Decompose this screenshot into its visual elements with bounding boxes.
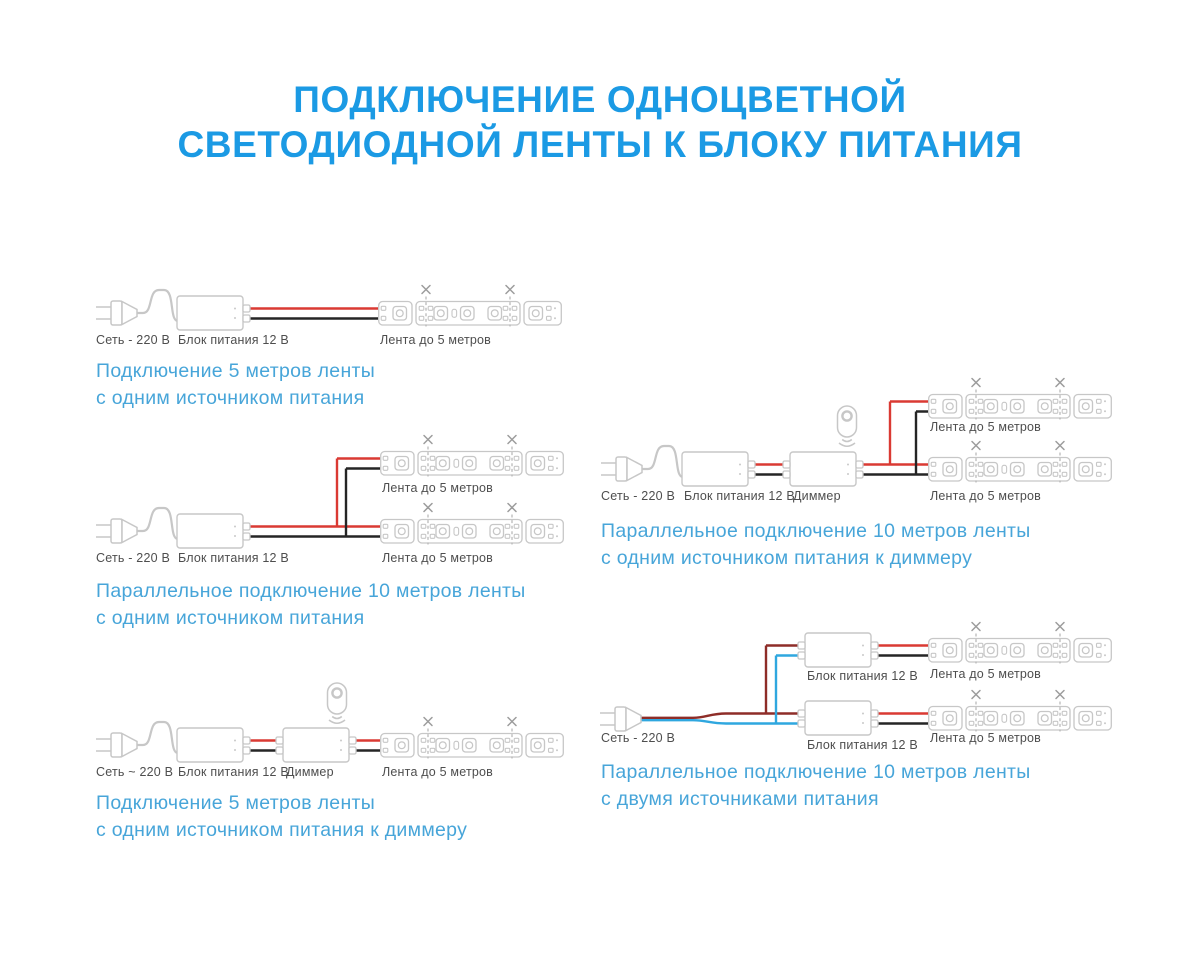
title-line1: ПОДКЛЮЧЕНИЕ ОДНОЦВЕТНОЙ [293, 79, 907, 120]
d2-caption-line1: Параллельное подключение 10 метров ленты [96, 580, 526, 602]
d3-dimmer-tab [275, 746, 284, 755]
d5-psu-top-tab [870, 651, 879, 660]
d2-caption: Параллельное подключение 10 метров ленты… [96, 578, 526, 632]
d5-wire-dark-red [641, 644, 798, 719]
d3-dimmer-label: Диммер [286, 765, 334, 779]
title-line2: СВЕТОДИОДНОЙ ЛЕНТЫ К БЛОКУ ПИТАНИЯ [177, 124, 1023, 165]
d3-dimmer-tab [348, 736, 357, 745]
d4-dimmer-tab [782, 460, 791, 469]
d4-wire-black [755, 410, 928, 476]
d1-strip-label: Лента до 5 метров [380, 333, 492, 347]
d1-caption-line1: Подключение 5 метров ленты [96, 360, 376, 382]
d2-psu-tab [242, 522, 251, 531]
d4-strip-top-label: Лента до 5 метров [930, 420, 1042, 434]
d1-psu-label: Блок питания 12 В [178, 333, 289, 347]
d5-wire-blue [641, 654, 798, 725]
diagram-3 [95, 681, 564, 763]
d1-caption: Подключение 5 метров ленты с одним источ… [96, 358, 375, 412]
d4-remote-icon [836, 404, 858, 448]
diagram-4 [600, 379, 1112, 487]
d5-power-label: Сеть - 220 В [601, 731, 675, 745]
d4-psu-label: Блок питания 12 В [684, 489, 795, 503]
d4-led-strip-top-icon [929, 379, 1112, 420]
d4-plug-icon [600, 444, 685, 482]
d1-psu-icon [176, 295, 244, 331]
d4-dimmer-tab [855, 460, 864, 469]
d4-dimmer-icon [789, 451, 857, 487]
d5-psu-top-tab [797, 641, 806, 650]
d4-strip-bottom-label: Лента до 5 метров [930, 489, 1042, 503]
d2-led-strip-top-icon [381, 436, 564, 477]
d2-caption-line2: с одним источником питания [96, 607, 365, 629]
d3-power-label: Сеть ~ 220 В [96, 765, 174, 779]
d5-psu-top-icon [804, 632, 872, 668]
d2-strip-top-label: Лента до 5 метров [382, 481, 494, 495]
d1-caption-line2: с одним источником питания [96, 387, 365, 409]
page-title: ПОДКЛЮЧЕНИЕ ОДНОЦВЕТНОЙ СВЕТОДИОДНОЙ ЛЕН… [0, 77, 1200, 167]
d3-plug-icon [95, 720, 180, 758]
d1-psu-tab [242, 314, 251, 323]
d4-caption-line2: с одним источником питания к диммеру [601, 547, 973, 569]
d2-led-strip-bottom-icon [381, 504, 564, 545]
d5-psu-top-label: Блок питания 12 В [807, 669, 918, 683]
d4-psu-tab [747, 470, 756, 479]
d4-psu-tab [747, 460, 756, 469]
d4-psu-icon [681, 451, 749, 487]
diagram-1 [95, 286, 562, 331]
d2-psu-tab [242, 532, 251, 541]
d5-psu-top-tab [870, 641, 879, 650]
d3-dimmer-tab [348, 746, 357, 755]
d2-wire-red [250, 457, 380, 528]
d4-dimmer-tab [782, 470, 791, 479]
d3-dimmer-icon [282, 727, 350, 763]
d5-psu-top-tab [797, 651, 806, 660]
d3-psu-tab [242, 736, 251, 745]
d2-power-label: Сеть - 220 В [96, 551, 170, 565]
d4-power-label: Сеть - 220 В [601, 489, 675, 503]
d3-caption-line1: Подключение 5 метров ленты [96, 792, 376, 814]
d4-dimmer-tab [855, 470, 864, 479]
d3-caption: Подключение 5 метров ленты с одним источ… [96, 790, 467, 844]
d5-caption: Параллельное подключение 10 метров ленты… [601, 759, 1031, 813]
d5-psu-bottom-tab [797, 709, 806, 718]
d3-psu-tab [242, 746, 251, 755]
d5-psu-bottom-tab [870, 709, 879, 718]
diagram-2 [95, 436, 564, 549]
d5-led-strip-bottom-icon [929, 691, 1112, 732]
d5-caption-line1: Параллельное подключение 10 метров ленты [601, 761, 1031, 783]
d3-caption-line2: с одним источником питания к диммеру [96, 819, 468, 841]
d3-psu-label: Блок питания 12 В [178, 765, 289, 779]
d5-psu-bottom-tab [870, 719, 879, 728]
d3-strip-label: Лента до 5 метров [382, 765, 494, 779]
d2-wire-black [250, 467, 380, 538]
d2-strip-bottom-label: Лента до 5 метров [382, 551, 494, 565]
d2-psu-label: Блок питания 12 В [178, 551, 289, 565]
d4-caption: Параллельное подключение 10 метров ленты… [601, 518, 1031, 572]
d5-strip-bottom-label: Лента до 5 метров [930, 731, 1042, 745]
d2-plug-icon [95, 506, 180, 544]
d4-dimmer-label: Диммер [793, 489, 841, 503]
d5-strip-top-label: Лента до 5 метров [930, 667, 1042, 681]
d3-psu-icon [176, 727, 244, 763]
d5-psu-bottom-tab [797, 719, 806, 728]
d5-psu-bottom-icon [804, 700, 872, 736]
d1-plug-icon [95, 288, 180, 326]
d4-led-strip-bottom-icon [929, 442, 1112, 483]
d4-wire-red [755, 400, 928, 466]
d5-led-strip-top-icon [929, 623, 1112, 664]
d1-psu-tab [242, 304, 251, 313]
d3-dimmer-tab [275, 736, 284, 745]
d5-caption-line2: с двумя источниками питания [601, 788, 879, 810]
d4-caption-line1: Параллельное подключение 10 метров ленты [601, 520, 1031, 542]
diagram-5 [599, 623, 1112, 736]
d5-plug-icon [599, 706, 642, 732]
d3-remote-icon [326, 681, 348, 725]
d5-psu-bottom-label: Блок питания 12 В [807, 738, 918, 752]
d1-led-strip-icon [379, 286, 562, 327]
d3-led-strip-icon [381, 718, 564, 759]
d2-psu-icon [176, 513, 244, 549]
d1-power-label: Сеть - 220 В [96, 333, 170, 347]
